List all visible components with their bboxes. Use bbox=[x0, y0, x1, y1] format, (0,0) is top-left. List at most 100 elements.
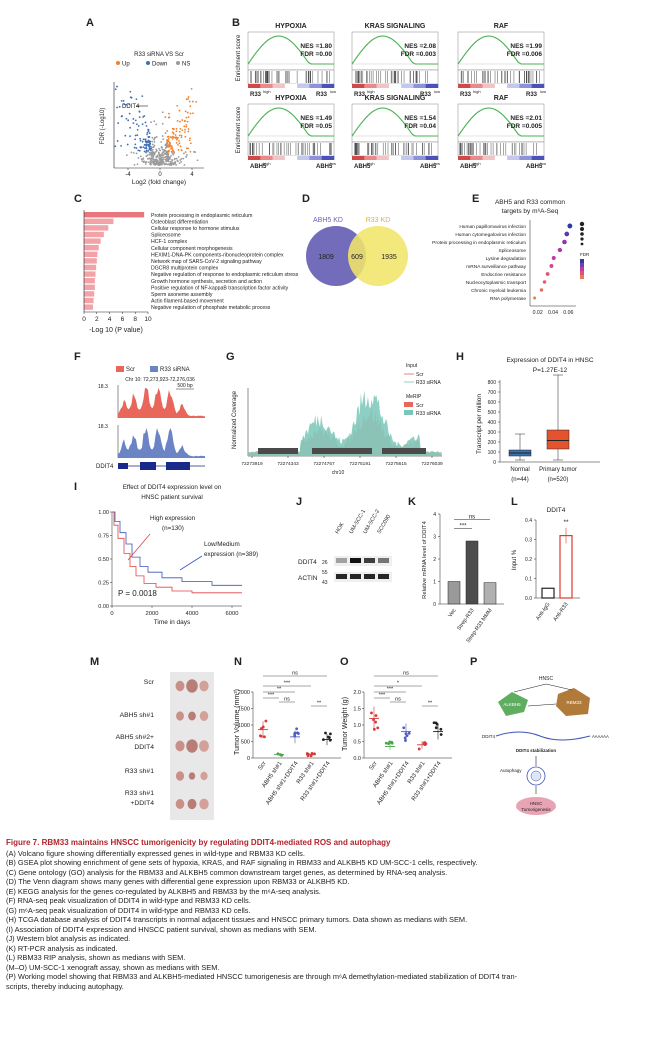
gsea-title: RAF bbox=[494, 95, 509, 102]
data-point bbox=[163, 152, 166, 155]
rank-gradient bbox=[507, 84, 520, 88]
y-axis-label: Relative mRNA level of DDIT4 bbox=[422, 520, 428, 598]
legend-label: NS bbox=[182, 62, 190, 68]
panel-label-K: K bbox=[408, 496, 416, 508]
data-point bbox=[187, 98, 190, 100]
boxplot-title: Expression of DDIT4 in HNSC bbox=[506, 357, 593, 364]
data-point bbox=[168, 156, 171, 159]
x-tick-label: -4 bbox=[125, 172, 131, 178]
data-point bbox=[162, 154, 165, 157]
sig-label: ns bbox=[292, 671, 298, 677]
data-point bbox=[147, 140, 149, 143]
model-arrow bbox=[513, 683, 547, 693]
rnaseq-tracks: Scr R33 siRNA Chr 10: 72,273,923-72,276,03… bbox=[96, 366, 205, 470]
y-tick-label: 0.5 bbox=[353, 740, 361, 746]
data-point bbox=[114, 145, 117, 148]
data-point bbox=[402, 726, 406, 730]
band bbox=[350, 558, 361, 563]
go-term: Growth hormone synthesis, secretion and … bbox=[151, 279, 262, 285]
data-point bbox=[153, 141, 156, 143]
data-point bbox=[142, 116, 144, 118]
legend-title: FDR bbox=[580, 252, 590, 257]
legend-label: Down bbox=[152, 62, 167, 68]
rank-gradient bbox=[482, 156, 496, 160]
nes-label: NES =1.99 bbox=[510, 43, 542, 50]
caption-line: (C) Gene ontology (GO) analysis for the … bbox=[6, 867, 448, 877]
data-point bbox=[134, 134, 137, 137]
go-bar bbox=[84, 231, 104, 238]
data-point bbox=[187, 128, 190, 130]
bar bbox=[465, 540, 479, 605]
low-label: R33 bbox=[526, 92, 538, 98]
data-point bbox=[140, 158, 143, 161]
kegg-term: mRNA surveillance pathway bbox=[466, 264, 526, 270]
data-point bbox=[152, 160, 155, 163]
y-tick-label: 4 bbox=[433, 512, 436, 518]
data-point bbox=[293, 732, 297, 736]
data-point bbox=[178, 130, 181, 133]
data-point bbox=[182, 157, 185, 160]
go-bar bbox=[84, 291, 95, 297]
panel-label-E: E bbox=[472, 193, 479, 205]
data-point bbox=[158, 157, 161, 160]
data-point bbox=[160, 154, 163, 157]
coverage-track bbox=[118, 388, 205, 418]
venn-right-count: 1935 bbox=[381, 254, 397, 261]
rank-gradient bbox=[470, 156, 483, 160]
data-point bbox=[120, 115, 123, 118]
kegg-term: Spliceosome bbox=[499, 248, 527, 254]
data-point bbox=[150, 148, 153, 151]
x-tick-label: ABH5 sh#1+DDIT4 bbox=[376, 760, 411, 806]
data-point bbox=[167, 154, 169, 157]
legend-label: Scr bbox=[416, 372, 424, 378]
data-point bbox=[179, 120, 181, 123]
y-tick-label: 1 bbox=[433, 580, 436, 586]
kegg-term: Human cytomegalovirus infection bbox=[455, 232, 526, 238]
data-point bbox=[183, 125, 186, 128]
data-point bbox=[139, 137, 142, 140]
low-n: expression (n=389) bbox=[204, 551, 258, 558]
y-tick-label: 0.75 bbox=[98, 534, 109, 540]
data-point bbox=[139, 155, 142, 158]
low-label: ABH5 bbox=[316, 164, 333, 170]
kegg-term: Endocrine resistance bbox=[481, 272, 526, 278]
rank-gradient bbox=[388, 84, 402, 88]
sig-label: *** bbox=[268, 693, 275, 699]
data-point bbox=[138, 149, 141, 152]
sig-label: *** bbox=[284, 681, 291, 687]
go-bar bbox=[84, 212, 145, 218]
go-bar bbox=[84, 284, 95, 290]
data-point bbox=[166, 156, 168, 159]
legend-swatch bbox=[404, 410, 413, 415]
data-point bbox=[185, 147, 188, 150]
data-point bbox=[147, 150, 150, 152]
nes-label: NES =1.80 bbox=[300, 43, 332, 50]
x-tick-label: 72274767 bbox=[313, 461, 335, 467]
rank-gradient bbox=[388, 156, 402, 160]
data-point bbox=[156, 159, 159, 162]
legend-swatch bbox=[116, 366, 124, 372]
kegg-dot bbox=[551, 255, 556, 261]
go-term: Negative regulation of phosphate metabol… bbox=[151, 305, 271, 311]
rank-gradient bbox=[248, 156, 261, 160]
data-point bbox=[166, 130, 169, 132]
data-point bbox=[180, 134, 183, 137]
gene-label: DDIT4 bbox=[96, 464, 114, 470]
data-point bbox=[164, 156, 167, 158]
data-point bbox=[116, 140, 119, 142]
data-point bbox=[376, 726, 380, 730]
data-point bbox=[156, 163, 159, 166]
legend-label: R33 siRNA bbox=[416, 380, 441, 386]
group-label: +DDIT4 bbox=[130, 800, 154, 807]
data-point bbox=[148, 157, 151, 160]
sig-label: ** bbox=[317, 701, 322, 707]
data-point bbox=[374, 720, 377, 724]
gsea-title: HYPOXIA bbox=[275, 95, 307, 102]
data-point bbox=[184, 131, 186, 133]
x-tick-label: 0 bbox=[82, 316, 86, 323]
data-point bbox=[136, 134, 139, 137]
rank-gradient bbox=[425, 156, 439, 160]
data-point bbox=[187, 147, 189, 150]
high-sup: high bbox=[263, 161, 271, 166]
high-sup: high bbox=[263, 89, 271, 94]
